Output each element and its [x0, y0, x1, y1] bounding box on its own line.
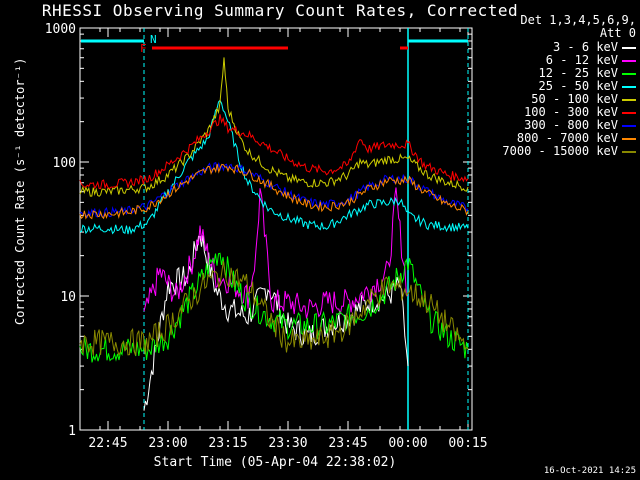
legend-entry: 6 - 12 keV [480, 54, 636, 67]
series-line-8 [79, 260, 469, 356]
x-tick-label: 23:45 [328, 436, 367, 451]
legend-entry: 50 - 100 keV [480, 93, 636, 106]
legend-entry-label: 6 - 12 keV [545, 53, 618, 67]
legend-attenuator: Att 0 [599, 26, 636, 40]
legend-entry: 25 - 50 keV [480, 80, 636, 93]
series-line-0 [143, 235, 409, 411]
series-line-7 [79, 163, 469, 220]
legend-swatch [622, 98, 636, 101]
legend-swatch [622, 150, 636, 153]
series-line-4 [79, 57, 469, 197]
y-tick-label: 1000 [45, 22, 76, 37]
legend-entry: 12 - 25 keV [480, 67, 636, 80]
legend-header: Det 1,3,4,5,6,9, Att 0 [476, 14, 636, 40]
legend-swatch [622, 59, 636, 62]
series-line-1 [143, 187, 409, 319]
flare-label: F [140, 42, 147, 55]
legend-entry-label: 7000 - 15000 keV [502, 144, 618, 158]
legend-entry: 7000 - 15000 keV [480, 145, 636, 158]
legend-entry-label: 800 - 7000 keV [516, 131, 618, 145]
legend: 3 - 6 keV 6 - 12 keV 12 - 25 keV 25 - 50 ke… [480, 41, 636, 158]
x-axis-label: Start Time (05-Apr-04 22:38:02) [153, 455, 397, 470]
legend-swatch [622, 72, 636, 75]
plot-frame [79, 27, 473, 431]
legend-detectors: Det 1,3,4,5,6,9, [520, 13, 636, 27]
legend-swatch [622, 137, 636, 140]
legend-entry-label: 3 - 6 keV [552, 40, 618, 54]
legend-entry: 3 - 6 keV [480, 41, 636, 54]
x-tick-label: 23:00 [148, 436, 187, 451]
legend-entry: 100 - 300 keV [480, 106, 636, 119]
night-label: N [150, 33, 157, 46]
legend-swatch [622, 46, 636, 49]
legend-entry-label: 25 - 50 keV [538, 79, 618, 93]
series-line-3 [79, 99, 469, 235]
legend-swatch [622, 111, 636, 114]
legend-entry-label: 12 - 25 keV [538, 66, 618, 80]
legend-entry-label: 100 - 300 keV [524, 105, 618, 119]
y-tick-label: 100 [53, 156, 76, 171]
x-tick-label: 00:15 [448, 436, 487, 451]
series-line-6 [79, 161, 469, 219]
series-line-5 [79, 114, 469, 190]
x-tick-label: 00:00 [388, 436, 427, 451]
legend-entry: 800 - 7000 keV [480, 132, 636, 145]
legend-entry: 300 - 800 keV [480, 119, 636, 132]
legend-entry-label: 50 - 100 keV [531, 92, 618, 106]
timestamp: 16-Oct-2021 14:25 [543, 466, 636, 476]
legend-entry-label: 300 - 800 keV [524, 118, 618, 132]
y-tick-label: 1 [68, 424, 76, 439]
x-tick-label: 23:15 [208, 436, 247, 451]
chart-title: RHESSI Observing Summary Count Rates, Co… [41, 1, 519, 20]
y-tick-label: 10 [60, 290, 76, 305]
legend-swatch [622, 85, 636, 88]
x-tick-label: 22:45 [88, 436, 127, 451]
x-tick-label: 23:30 [268, 436, 307, 451]
legend-swatch [622, 124, 636, 127]
